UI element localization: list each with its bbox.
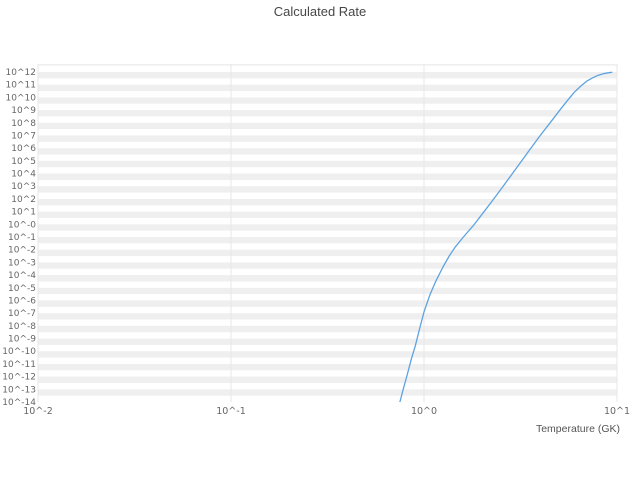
x-axis-title: Temperature (GK)	[535, 423, 620, 435]
y-tick-label: 10^-8	[8, 322, 36, 332]
y-tick-label: 10^-7	[8, 309, 36, 319]
x-tick-label: 10^-1	[216, 406, 246, 417]
y-tick-label: 10^-0	[8, 220, 36, 230]
y-tick-label: 10^9	[11, 106, 36, 116]
grid-band	[38, 287, 617, 295]
x-tick-label: 10^-2	[23, 406, 53, 417]
grid-band	[38, 237, 617, 244]
grid-band	[38, 84, 617, 92]
plot-background	[38, 64, 617, 402]
grid-band	[38, 72, 617, 79]
grid-band	[38, 275, 617, 282]
grid-band	[38, 186, 617, 193]
grid-band	[38, 173, 617, 180]
y-tick-label: 10^7	[11, 131, 36, 141]
grid-band	[38, 110, 617, 117]
y-tick-label: 10^-3	[8, 258, 36, 268]
y-tick-label: 10^-5	[8, 284, 36, 294]
grid-band	[38, 338, 617, 345]
grid-band	[38, 148, 617, 155]
y-tick-label: 10^2	[11, 195, 36, 205]
grid-band	[38, 160, 617, 168]
grid-band	[38, 249, 617, 257]
grid-band	[38, 325, 617, 333]
y-tick-label: 10^-12	[2, 373, 36, 383]
grid-band	[38, 300, 617, 307]
grid-band	[38, 402, 617, 408]
y-tick-label: 10^8	[11, 119, 36, 129]
grid-band	[38, 135, 617, 142]
grid-band	[38, 64, 617, 66]
grid-band	[38, 376, 617, 383]
y-tick-label: 10^-10	[2, 347, 36, 357]
x-tick-label: 10^0	[411, 406, 437, 417]
grid-band	[38, 224, 617, 231]
y-tick-label: 10^-9	[8, 335, 36, 345]
grid-band	[38, 262, 617, 269]
series-line-calculated-rate	[399, 71, 613, 402]
y-tick-label: 10^3	[11, 182, 36, 192]
grid-vlines	[37, 64, 618, 402]
grid-bands	[38, 64, 617, 408]
y-tick-label: 10^-6	[8, 296, 36, 306]
y-tick-label: 10^-11	[2, 360, 36, 370]
y-tick-label: 10^-14	[2, 398, 36, 408]
y-tick-label: 10^4	[11, 170, 36, 180]
grid-band	[38, 351, 617, 358]
y-tick-label: 10^12	[6, 68, 36, 78]
y-tick-label: 10^-2	[8, 246, 36, 256]
y-tick-label: 10^1	[11, 208, 36, 218]
grid-band	[38, 363, 617, 371]
chart-title: Calculated Rate	[273, 4, 367, 19]
grid-band	[38, 389, 617, 396]
y-tick-label: 10^-1	[8, 233, 36, 243]
y-tick-label: 10^5	[11, 157, 36, 167]
y-tick-label: 10^-4	[8, 271, 36, 281]
y-tick-label: 10^-13	[2, 385, 36, 395]
grid-band	[38, 122, 617, 130]
y-tick-label: 10^10	[6, 93, 37, 103]
grid-band	[38, 313, 617, 320]
y-tick-label: 10^6	[11, 144, 36, 154]
grid-band	[38, 198, 617, 206]
x-tick-label: 10^1	[604, 406, 630, 417]
grid-band	[38, 211, 617, 218]
y-tick-label: 10^11	[6, 81, 36, 91]
grid-band	[38, 97, 617, 104]
